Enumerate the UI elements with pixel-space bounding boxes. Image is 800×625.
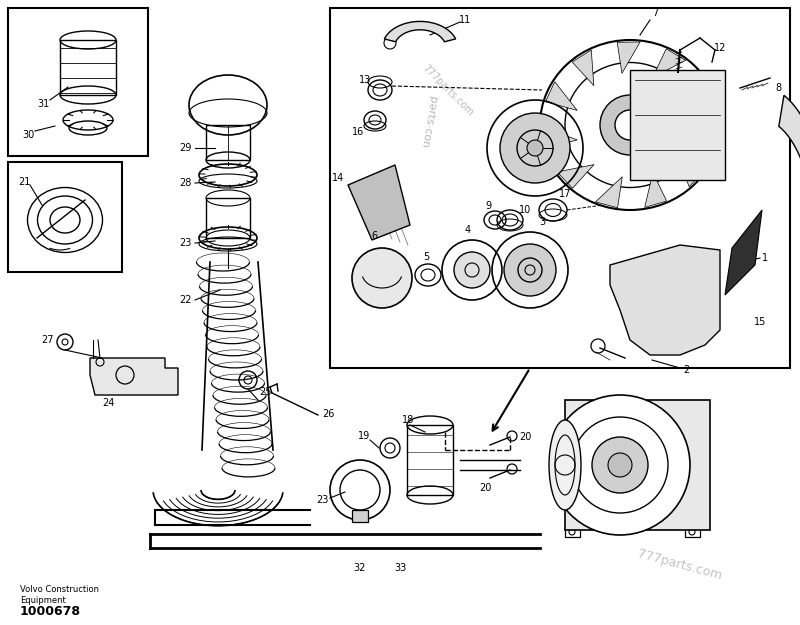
Text: 777parts.com: 777parts.com — [636, 548, 724, 582]
Text: 5: 5 — [423, 252, 429, 262]
Polygon shape — [572, 50, 594, 86]
Circle shape — [550, 395, 690, 535]
Bar — [407, 425, 453, 495]
Text: 25: 25 — [258, 387, 271, 397]
Text: 14: 14 — [332, 173, 344, 183]
Text: 777parts.com: 777parts.com — [421, 62, 475, 118]
Text: 2: 2 — [683, 365, 689, 375]
Polygon shape — [546, 82, 577, 111]
Polygon shape — [384, 21, 456, 42]
Circle shape — [608, 453, 632, 477]
Bar — [60, 40, 116, 95]
Text: 8: 8 — [775, 83, 781, 93]
Bar — [685, 527, 700, 537]
Circle shape — [352, 248, 412, 308]
Text: 23: 23 — [316, 495, 328, 505]
Text: 21: 21 — [18, 177, 30, 187]
Bar — [565, 527, 580, 537]
Text: 13: 13 — [359, 75, 371, 85]
Text: 29: 29 — [179, 143, 191, 153]
Text: 10: 10 — [519, 205, 531, 215]
Text: 19: 19 — [358, 431, 370, 441]
Circle shape — [600, 95, 660, 155]
Bar — [352, 510, 368, 522]
Polygon shape — [676, 153, 704, 187]
Polygon shape — [617, 42, 640, 73]
Bar — [206, 198, 250, 238]
Bar — [8, 162, 122, 272]
Polygon shape — [542, 127, 578, 149]
Polygon shape — [610, 245, 720, 355]
Text: 23: 23 — [179, 238, 191, 248]
Circle shape — [384, 37, 396, 49]
Text: 31: 31 — [37, 99, 49, 109]
Circle shape — [615, 110, 645, 140]
Text: Volvo Construction
Equipment: Volvo Construction Equipment — [20, 585, 99, 605]
Circle shape — [504, 244, 556, 296]
Polygon shape — [558, 164, 594, 188]
Circle shape — [454, 252, 490, 288]
Polygon shape — [90, 358, 178, 395]
Text: 18: 18 — [402, 415, 414, 425]
Text: 1000678: 1000678 — [20, 605, 81, 618]
Polygon shape — [676, 79, 714, 99]
Polygon shape — [685, 125, 718, 147]
Circle shape — [687, 282, 703, 298]
Text: 15: 15 — [754, 317, 766, 327]
Polygon shape — [645, 173, 666, 208]
Bar — [565, 400, 710, 530]
Polygon shape — [595, 177, 622, 208]
Text: 9: 9 — [485, 201, 491, 211]
Bar — [630, 70, 725, 180]
Text: 16: 16 — [352, 127, 364, 137]
Bar — [330, 8, 790, 368]
Text: 20: 20 — [519, 432, 531, 442]
Ellipse shape — [549, 420, 581, 510]
Text: 11: 11 — [459, 15, 471, 25]
Text: 6: 6 — [371, 231, 377, 241]
Text: 17: 17 — [559, 189, 571, 199]
Bar — [8, 8, 148, 156]
Text: 20: 20 — [479, 483, 491, 493]
Text: 26: 26 — [322, 409, 334, 419]
Text: 22: 22 — [178, 295, 191, 305]
Polygon shape — [653, 49, 686, 78]
Text: 32: 32 — [354, 563, 366, 573]
Bar — [206, 125, 250, 160]
Text: 24: 24 — [102, 398, 114, 408]
Text: 27: 27 — [42, 335, 54, 345]
Text: 7: 7 — [652, 8, 658, 18]
Polygon shape — [725, 210, 762, 295]
Text: 30: 30 — [22, 130, 34, 140]
Circle shape — [592, 437, 648, 493]
Polygon shape — [779, 95, 800, 317]
Text: 3: 3 — [539, 217, 545, 227]
Text: uoɔ·sʇɹed: uoɔ·sʇɹed — [421, 93, 439, 147]
Text: 33: 33 — [394, 563, 406, 573]
Circle shape — [652, 322, 668, 338]
Text: 1: 1 — [762, 253, 768, 263]
Text: 28: 28 — [179, 178, 191, 188]
Polygon shape — [348, 165, 410, 240]
Circle shape — [527, 140, 543, 156]
Circle shape — [500, 113, 570, 183]
Text: 4: 4 — [465, 225, 471, 235]
Text: 12: 12 — [714, 43, 726, 53]
